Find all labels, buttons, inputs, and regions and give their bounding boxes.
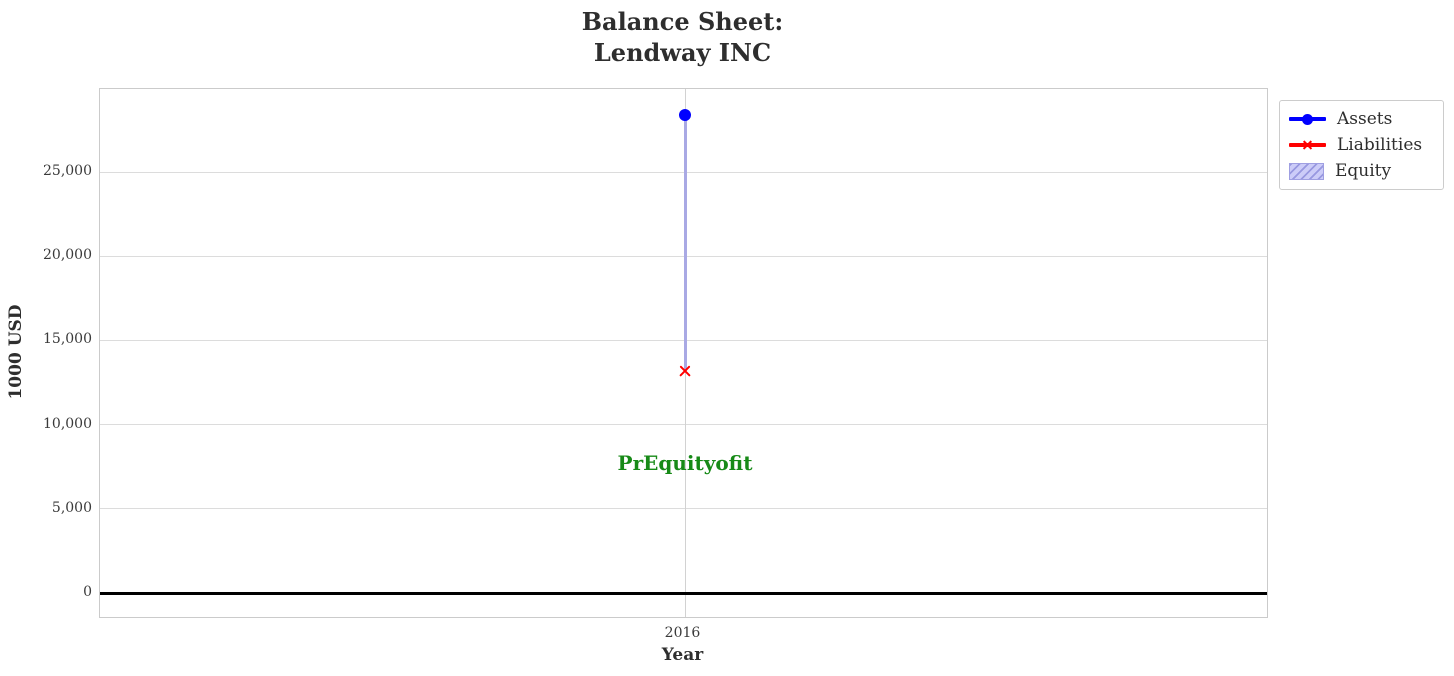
- liabilities-data-point: [678, 364, 692, 378]
- legend-label-assets: Assets: [1337, 109, 1393, 129]
- x-tick-2016: 2016: [664, 625, 701, 641]
- y-tick-label: 25,000: [43, 163, 92, 180]
- y-axis-label: 1000 USD: [6, 304, 26, 400]
- y-tick-label: 10,000: [43, 415, 92, 432]
- equity-bar: [683, 114, 687, 371]
- zero-line: [100, 591, 1267, 595]
- x-axis-label: Year: [661, 645, 704, 665]
- liabilities-x-marker-icon: [1302, 140, 1313, 151]
- y-tick-label: 15,000: [43, 331, 92, 348]
- y-tick-label: 20,000: [43, 247, 92, 264]
- assets-circle-marker-icon: [1302, 113, 1313, 125]
- gridline-y-5000: [100, 508, 1267, 510]
- y-tick-label: 5,000: [51, 499, 92, 516]
- legend-item-equity: Equity: [1289, 158, 1434, 184]
- plot-area: PrEquityofit: [99, 88, 1268, 618]
- liabilities-line-x-marker-icon: [1289, 136, 1326, 154]
- equity-hatch-swatch-icon: [1289, 162, 1324, 180]
- chart-title: Balance Sheet: Lendway INC: [99, 6, 1266, 68]
- assets-data-point: [679, 108, 691, 121]
- legend-label-equity: Equity: [1335, 161, 1392, 181]
- legend-item-liabilities: Liabilities: [1289, 132, 1434, 158]
- x-axis-ticks: 2016: [99, 625, 1266, 641]
- annotation-text: PrEquityofit: [617, 451, 753, 476]
- legend-label-liabilities: Liabilities: [1337, 135, 1423, 155]
- gridline-y-10000: [100, 424, 1267, 426]
- chart-title-line2: Lendway INC: [593, 38, 772, 67]
- assets-line-circle-marker-icon: [1289, 110, 1326, 128]
- legend-item-assets: Assets: [1289, 106, 1434, 132]
- legend: Assets Liabilities Equity: [1279, 100, 1444, 190]
- y-tick-label: 0: [83, 584, 92, 600]
- chart-title-line1: Balance Sheet:: [581, 7, 784, 36]
